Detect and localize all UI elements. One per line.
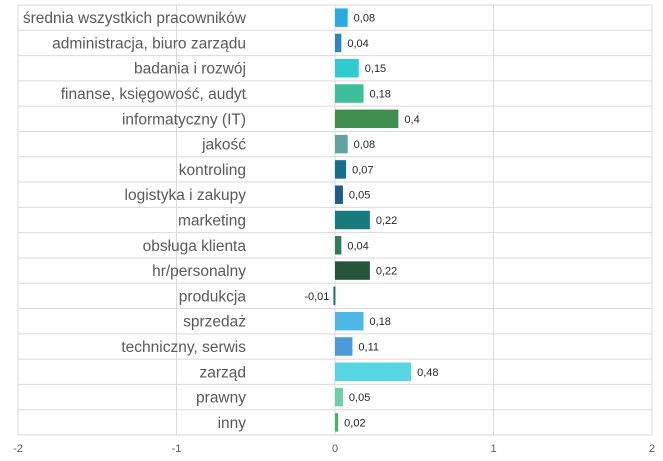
bar: [335, 59, 359, 78]
bar: [333, 286, 336, 306]
category-label: sprzedaż: [183, 314, 246, 331]
x-tick-label: -1: [172, 443, 182, 455]
bar: [335, 109, 399, 129]
data-label: 0,22: [376, 215, 397, 227]
category-label: obsługa klienta: [143, 238, 247, 255]
data-label: 0,02: [344, 417, 365, 429]
category-label: badania i rozwój: [134, 61, 246, 78]
category-label: hr/personalny: [152, 263, 246, 280]
category-label: produkcja: [179, 288, 247, 305]
data-label: 0,18: [370, 316, 391, 328]
category-label: średnia wszystkich pracowników: [23, 10, 247, 27]
data-label: 0,18: [370, 89, 391, 101]
data-label: 0,22: [376, 266, 397, 278]
bar: [335, 261, 370, 280]
x-tick-label: 1: [490, 443, 496, 455]
data-label: 0,11: [358, 341, 379, 353]
bar: [335, 84, 364, 103]
bar: [335, 362, 412, 381]
data-label: 0,07: [352, 164, 373, 176]
category-label: jakość: [201, 137, 246, 154]
bar: [335, 160, 347, 179]
data-label: 0,08: [354, 139, 375, 151]
bar: [335, 413, 339, 432]
bar: [335, 311, 364, 331]
category-label: inny: [218, 415, 247, 432]
category-label: marketing: [178, 213, 246, 230]
bar: [335, 337, 353, 356]
data-label: 0,48: [417, 367, 438, 379]
x-tick-label: -2: [13, 443, 23, 455]
data-label: 0,04: [347, 240, 368, 252]
data-label: -0,01: [304, 291, 329, 303]
x-tick-label: 2: [649, 443, 655, 455]
bar: [335, 33, 342, 53]
category-label: kontroling: [179, 162, 246, 179]
category-label: techniczny, serwis: [121, 339, 246, 356]
bar: [335, 134, 348, 154]
bar: [335, 387, 343, 407]
category-label: administracja, biuro zarządu: [52, 35, 246, 52]
category-label: finanse, księgowość, audyt: [61, 86, 247, 103]
x-tick-label: 0: [332, 443, 338, 455]
data-label: 0,15: [365, 63, 386, 75]
data-label: 0,08: [354, 13, 375, 25]
data-label: 0,05: [349, 190, 370, 202]
category-label: logistyka i zakupy: [125, 187, 247, 204]
category-label: informatyczny (IT): [122, 111, 246, 128]
data-label: 0,05: [349, 392, 370, 404]
data-label: 0,4: [404, 114, 419, 126]
bar: [335, 8, 348, 27]
data-label: 0,04: [347, 38, 368, 50]
category-label: zarząd: [199, 364, 246, 381]
bar: [335, 236, 342, 255]
category-label: prawny: [196, 390, 246, 407]
bar: [335, 185, 343, 204]
bar: [335, 210, 370, 230]
